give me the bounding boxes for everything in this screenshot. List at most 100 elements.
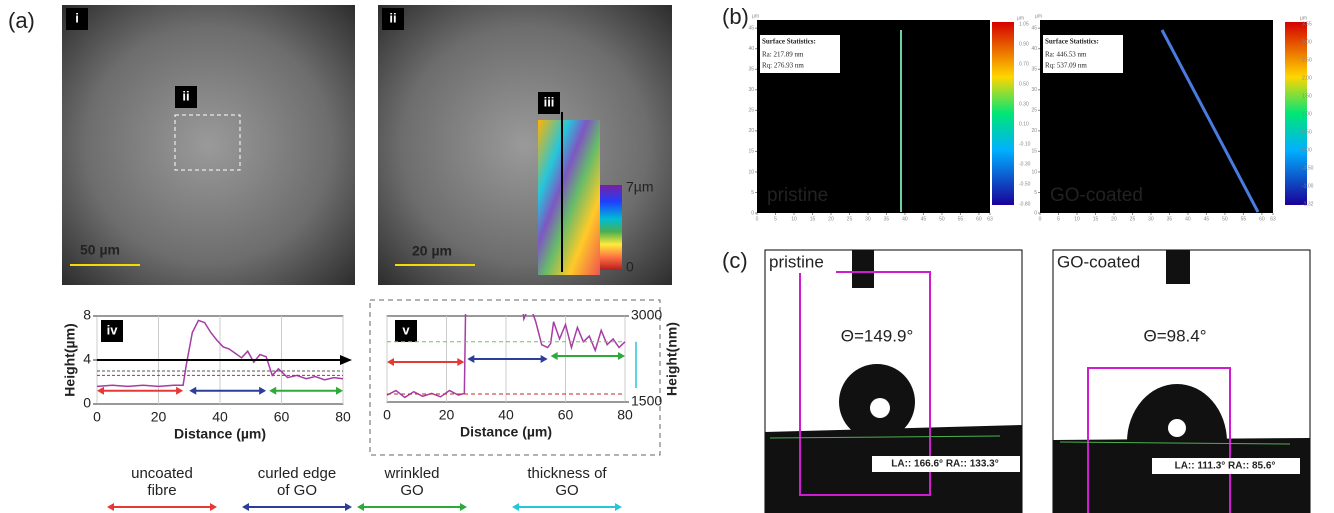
colorbar-label: 7µm: [626, 179, 654, 195]
x-tick-label: 60: [1259, 216, 1265, 222]
y-tick-label: 25: [1031, 108, 1037, 114]
colorbar-label: 3.55: [1302, 21, 1312, 27]
substrate: [1053, 438, 1310, 513]
y-axis-label: Height(µm): [62, 323, 78, 396]
colorbar-label: -1.32: [1302, 201, 1314, 207]
x-tick-label: 20: [828, 216, 834, 222]
legend-text: uncoated: [131, 465, 193, 482]
y-tick-label: 30: [1031, 87, 1037, 93]
x-tick-label: 15: [810, 216, 816, 222]
x-tick-label: 63: [987, 216, 993, 222]
legend-text: wrinkled: [383, 465, 439, 482]
x-axis-label: Distance (µm): [174, 426, 266, 442]
x-tick-label: 63: [1270, 216, 1276, 222]
stats-rq: Rq: 537.09 nm: [1045, 62, 1087, 70]
colorbar-label: 0.10: [1019, 121, 1029, 127]
x-tick-label: 40: [902, 216, 908, 222]
y-tick-label: 45: [1031, 26, 1037, 32]
colorbar-label: 2.50: [1302, 57, 1312, 63]
y-tick-label: 1500: [631, 393, 662, 409]
colorbar-label: 0.70: [1019, 61, 1029, 67]
x-tick-label: 0: [93, 409, 101, 425]
panel-label: (c): [722, 248, 748, 273]
colorbar-label: -0.10: [1019, 141, 1031, 147]
x-tick-label: 45: [1204, 216, 1210, 222]
y-tick-label: 15: [1031, 149, 1037, 155]
y-tick-label: 5: [751, 190, 754, 196]
colorbar-label: 1.00: [1302, 111, 1312, 117]
x-tick-label: 50: [1222, 216, 1228, 222]
legend-text: GO: [555, 482, 578, 499]
x-tick-label: 25: [847, 216, 853, 222]
colorbar-label: -0.50: [1302, 165, 1314, 171]
x-tick-label: 40: [498, 407, 514, 423]
y-tick-label: 0: [1034, 210, 1037, 216]
x-tick-label: 80: [617, 407, 633, 423]
y-tick-label: 10: [1031, 169, 1037, 175]
y-tick-label: 20: [1031, 128, 1037, 134]
colorbar-label: 3.00: [1302, 39, 1312, 45]
stats-title: Surface Statistics:: [762, 38, 816, 46]
x-tick-label: 5: [1057, 216, 1060, 222]
x-tick-label: 40: [1185, 216, 1191, 222]
droplet-highlight: [1168, 419, 1186, 437]
x-tick-label: 35: [884, 216, 890, 222]
x-tick-label: 20: [439, 407, 455, 423]
arrow-head: [340, 355, 352, 365]
y-tick-label: 35: [1031, 67, 1037, 73]
x-tick-label: 0: [383, 407, 391, 423]
y-tick-label: 10: [748, 169, 754, 175]
scale-label: 20 µm: [412, 243, 452, 259]
stats-ra: Ra: 217.89 nm: [762, 51, 804, 59]
x-tick-label: 5: [774, 216, 777, 222]
x-tick-label: 45: [921, 216, 927, 222]
figure: (a)iiiiiiii50 µm20 µm7µm0020406080048Dis…: [0, 0, 1334, 513]
x-tick-label: 80: [335, 409, 351, 425]
la-ra-text: LA:: 111.3° RA:: 85.6°: [1175, 461, 1276, 472]
x-tick-label: 55: [1241, 216, 1247, 222]
y-tick-label: 3000: [631, 307, 662, 323]
colorbar-label: -0.50: [1019, 181, 1031, 187]
colorbar-label: 0.90: [1019, 41, 1029, 47]
y-tick-label: 20: [748, 128, 754, 134]
x-tick-label: 30: [865, 216, 871, 222]
image-tag: ii: [182, 88, 189, 103]
x-tick-label: 20: [1111, 216, 1117, 222]
legend-text: of GO: [277, 482, 317, 499]
y-tick-label: 15: [748, 149, 754, 155]
needle: [852, 250, 874, 288]
x-axis-label: Distance (µm): [460, 424, 552, 440]
y-axis-label: Height(nm): [664, 322, 680, 396]
y-tick-label: 40: [748, 46, 754, 52]
droplet-highlight: [870, 398, 890, 418]
x-tick-label: 60: [976, 216, 982, 222]
legend-text: curled edge: [258, 465, 336, 482]
image-tag: i: [75, 10, 79, 25]
y-tick-label: 40: [1031, 46, 1037, 52]
x-tick-label: 30: [1148, 216, 1154, 222]
unit-label: µm: [1035, 13, 1042, 19]
y-tick-label: 30: [748, 87, 754, 93]
plot-tag: v: [402, 322, 410, 337]
contact-angle: Θ=98.4°: [1143, 326, 1206, 345]
y-tick-label: 5: [1034, 190, 1037, 196]
map-name: pristine: [767, 185, 828, 206]
stats-ra: Ra: 446.53 nm: [1045, 51, 1087, 59]
colorbar-label: 0.30: [1019, 101, 1029, 107]
panel-a: [62, 5, 672, 455]
colorbar: [992, 22, 1014, 205]
x-tick-label: 35: [1167, 216, 1173, 222]
map-name: GO-coated: [1050, 185, 1143, 206]
colorbar: [600, 185, 622, 270]
y-tick-label: 4: [83, 351, 91, 367]
image-name: pristine: [769, 252, 824, 271]
image-name: GO-coated: [1057, 252, 1140, 271]
legend-text: fibre: [147, 482, 176, 499]
colorbar-label: 1.05: [1019, 21, 1029, 27]
x-tick-label: 60: [274, 409, 290, 425]
y-tick-label: 0: [751, 210, 754, 216]
y-tick-label: 25: [748, 108, 754, 114]
y-tick-label: 8: [83, 307, 91, 323]
colorbar-label: -1.00: [1302, 183, 1314, 189]
plot-tag: iv: [107, 322, 119, 337]
